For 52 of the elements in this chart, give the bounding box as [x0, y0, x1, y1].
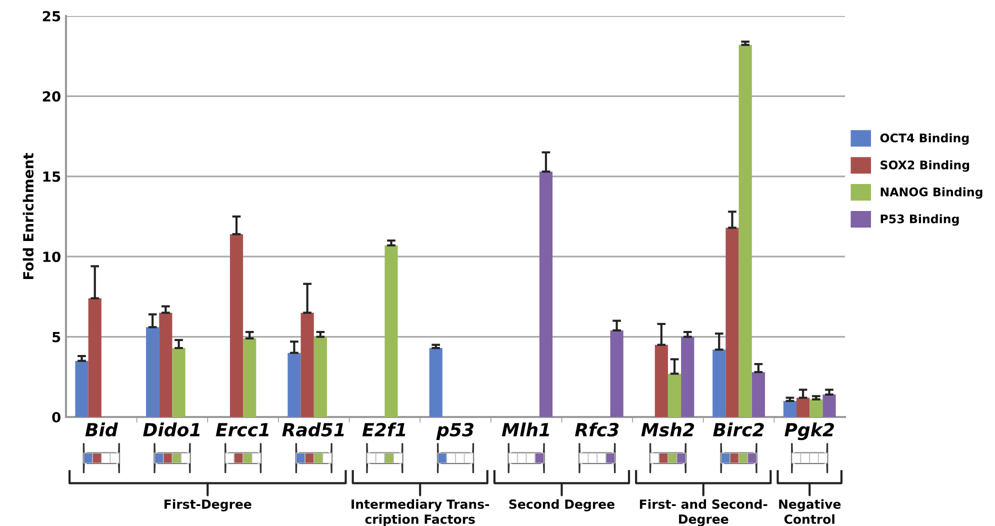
legend-label: SOX2 Binding	[880, 160, 970, 172]
x-tick-label: Pgk2	[784, 422, 834, 440]
bar	[810, 399, 823, 417]
text: First- and Second- Degree	[640, 499, 768, 526]
text: Negative Control	[779, 499, 841, 524]
bar	[822, 394, 836, 417]
y-tick-label: 15	[43, 172, 60, 182]
y-tick-label: 0	[52, 412, 60, 422]
x-tick-label: E2f1	[362, 422, 406, 436]
bar	[384, 245, 398, 417]
bar	[230, 234, 244, 417]
bar	[738, 44, 752, 417]
bar	[668, 374, 682, 417]
bar	[172, 348, 186, 417]
x-tick-label: Rfc3	[575, 422, 619, 437]
bar	[796, 398, 810, 417]
bar	[243, 338, 256, 417]
legend-label: NANOG Binding	[880, 187, 982, 199]
text: First-Degree	[164, 499, 252, 512]
y-tick-label: 20	[42, 91, 60, 102]
y-tick-label: 25	[42, 10, 60, 22]
bar	[610, 330, 624, 417]
x-tick-label: p53	[436, 422, 474, 440]
y-tick-label: 5	[52, 332, 60, 342]
bar	[539, 172, 553, 417]
bar	[314, 336, 327, 417]
x-tick-label: Dido1	[143, 422, 200, 437]
bar	[681, 336, 694, 417]
x-tick-label: Rad51	[282, 422, 344, 437]
x-tick-label: Birc2	[713, 422, 764, 437]
bar	[712, 350, 726, 417]
x-tick-label: Msh2	[641, 422, 694, 437]
bar	[75, 360, 88, 417]
x-tick-label: Ercc1	[216, 423, 269, 437]
bar	[654, 344, 668, 417]
bar	[783, 400, 796, 417]
text: Intermediary Trans- cription Factors	[352, 499, 490, 526]
text: Second Degree	[509, 499, 614, 512]
x-tick-label: Bid	[85, 422, 118, 437]
bar	[752, 372, 765, 417]
x-tick-label: Mlh1	[502, 422, 549, 436]
y-axis-title: Fold Enrichment	[22, 153, 34, 279]
legend-label: OCT4 Binding	[880, 133, 969, 145]
bar	[159, 312, 172, 417]
bar	[726, 228, 739, 417]
legend-label: P53 Binding	[880, 214, 959, 226]
bar	[146, 327, 160, 417]
y-tick-label: 10	[43, 252, 60, 262]
bar	[300, 312, 314, 417]
bar	[429, 348, 442, 417]
bar	[88, 298, 102, 417]
bar	[288, 352, 301, 417]
